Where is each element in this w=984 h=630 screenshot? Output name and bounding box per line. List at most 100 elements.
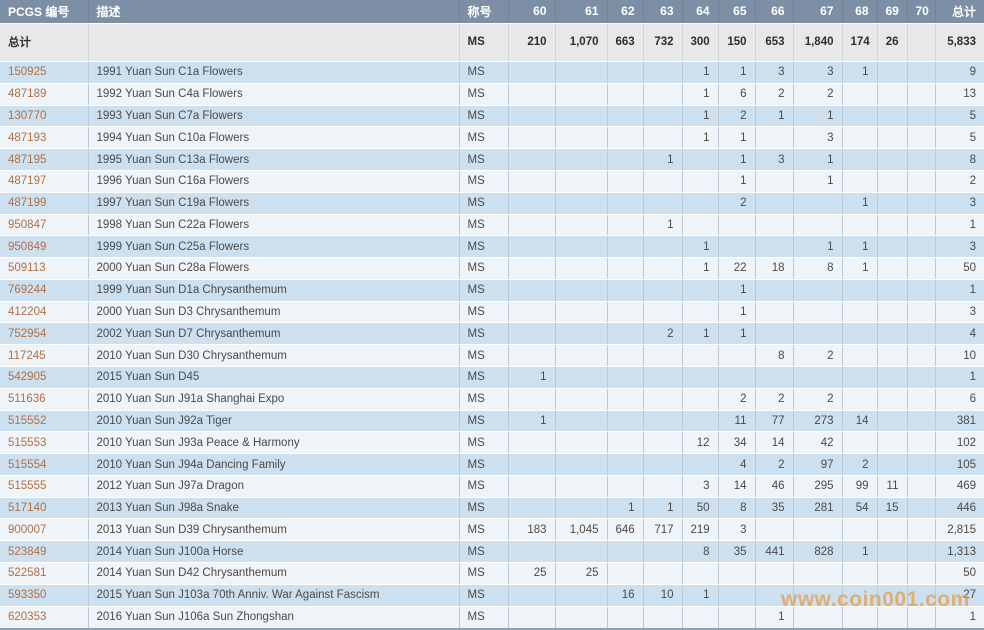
pcgs-link[interactable]: 542905	[8, 371, 47, 384]
table-row: 117245 2010 Yuan Sun D30 Chrysanthemum M…	[0, 344, 984, 367]
grade-count-cell: 15	[877, 497, 908, 520]
grade-count-cell	[508, 192, 556, 215]
grade-count-cell	[877, 344, 908, 367]
pcgs-link[interactable]: 487195	[8, 153, 47, 166]
grade-count-cell: 3	[718, 518, 756, 542]
grade-count-cell: 2	[643, 322, 683, 346]
grade-count-cell: 1	[682, 126, 719, 150]
pcgs-link[interactable]: 593350	[8, 589, 47, 602]
grade-count-cell	[877, 410, 908, 433]
grade-count-cell	[555, 584, 608, 607]
row-description: 2012 Yuan Sun J97a Dragon	[88, 475, 460, 498]
row-description: 2013 Yuan Sun J98a Snake	[88, 497, 460, 520]
row-description: 1991 Yuan Sun C1a Flowers	[88, 61, 460, 84]
grade-count-cell	[607, 83, 644, 106]
grade-count-cell	[555, 61, 608, 84]
grade-count-cell	[643, 475, 683, 498]
totals-grade-63: 732	[643, 23, 683, 63]
pcgs-link[interactable]: 511636	[8, 393, 46, 406]
grade-count-cell	[555, 148, 608, 171]
pcgs-link[interactable]: 950849	[8, 240, 47, 253]
pcgs-link[interactable]: 752954	[8, 327, 47, 340]
pcgs-link[interactable]: 517140	[8, 502, 47, 515]
pcgs-number-cell: 117245	[0, 344, 89, 367]
pcgs-number-cell: 150925	[0, 61, 89, 84]
pcgs-link[interactable]: 487193	[8, 131, 47, 144]
grade-count-cell: 16	[607, 584, 644, 607]
grade-count-cell: 1	[718, 61, 756, 84]
grade-count-cell	[607, 170, 644, 193]
grade-count-cell	[842, 279, 878, 302]
grade-count-cell	[643, 431, 683, 455]
grade-count-cell: 1,045	[555, 518, 608, 542]
pcgs-link[interactable]: 515554	[8, 458, 47, 471]
pcgs-link[interactable]: 769244	[8, 284, 47, 297]
row-total-cell: 469	[935, 475, 984, 498]
row-total-cell: 4	[935, 322, 984, 346]
row-grade: MS	[459, 344, 509, 367]
table-row: 900007 2013 Yuan Sun D39 Chrysanthemum M…	[0, 518, 984, 542]
grade-count-cell: 3	[682, 475, 719, 498]
pcgs-link[interactable]: 150925	[8, 66, 47, 79]
row-description: 2016 Yuan Sun J106a Sun Zhongshan	[88, 606, 460, 630]
row-grade: MS	[459, 235, 509, 259]
grade-count-cell	[607, 388, 644, 411]
grade-count-cell	[682, 388, 719, 411]
grade-count-cell: 22	[718, 257, 756, 280]
grade-count-cell: 1	[718, 279, 756, 302]
grade-count-cell: 97	[793, 453, 843, 476]
pcgs-number-cell: 487189	[0, 83, 89, 106]
pcgs-link[interactable]: 487197	[8, 175, 47, 188]
pcgs-link[interactable]: 522581	[8, 567, 47, 580]
pcgs-number-cell: 593350	[0, 584, 89, 607]
grade-count-cell	[755, 562, 794, 585]
grade-count-cell	[907, 518, 936, 542]
col-header-grade-70: 70	[907, 0, 936, 24]
row-description: 2010 Yuan Sun J93a Peace & Harmony	[88, 431, 460, 455]
row-grade: MS	[459, 584, 509, 607]
grade-count-cell	[755, 126, 794, 150]
row-grade: MS	[459, 410, 509, 433]
pcgs-link[interactable]: 900007	[8, 523, 47, 536]
table-row: 515555 2012 Yuan Sun J97a Dragon MS 3 14…	[0, 475, 984, 498]
grade-count-cell	[643, 453, 683, 476]
table-row: 523849 2014 Yuan Sun J100a Horse MS 8 35…	[0, 540, 984, 564]
table-row: 593350 2015 Yuan Sun J103a 70th Anniv. W…	[0, 584, 984, 607]
row-total-cell: 1	[935, 214, 984, 237]
grade-count-cell: 1	[682, 61, 719, 84]
row-grade: MS	[459, 61, 509, 84]
grade-count-cell	[643, 388, 683, 411]
col-header-total: 总计	[935, 0, 984, 24]
pcgs-link[interactable]: 515552	[8, 414, 47, 427]
grade-count-cell	[555, 606, 608, 630]
grade-count-cell	[682, 453, 719, 476]
row-total-cell: 2	[935, 170, 984, 193]
pcgs-link[interactable]: 515553	[8, 436, 47, 449]
pcgs-link[interactable]: 487189	[8, 88, 47, 101]
grade-count-cell	[755, 279, 794, 302]
grade-count-cell	[907, 322, 936, 346]
grade-count-cell	[607, 279, 644, 302]
pcgs-link[interactable]: 509113	[8, 262, 46, 275]
row-description: 1999 Yuan Sun D1a Chrysanthemum	[88, 279, 460, 302]
grade-count-cell	[755, 214, 794, 237]
totals-grand-total: 5,833	[935, 23, 984, 63]
grade-count-cell	[508, 257, 556, 280]
grade-count-cell	[555, 214, 608, 237]
pcgs-link[interactable]: 515555	[8, 480, 47, 493]
pcgs-link[interactable]: 412204	[8, 306, 47, 319]
grade-count-cell	[643, 301, 683, 324]
pcgs-link[interactable]: 620353	[8, 611, 47, 624]
row-grade: MS	[459, 279, 509, 302]
grade-count-cell	[907, 453, 936, 476]
pcgs-link[interactable]: 950847	[8, 218, 47, 231]
pcgs-link[interactable]: 487199	[8, 197, 47, 210]
grade-count-cell	[607, 606, 644, 630]
pcgs-link[interactable]: 117245	[8, 349, 46, 362]
pcgs-link[interactable]: 523849	[8, 545, 47, 558]
row-total-cell: 3	[935, 301, 984, 324]
col-header-grade-67: 67	[793, 0, 843, 24]
grade-count-cell	[793, 518, 843, 542]
pcgs-link[interactable]: 130770	[8, 110, 47, 122]
pcgs-number-cell: 542905	[0, 366, 89, 389]
